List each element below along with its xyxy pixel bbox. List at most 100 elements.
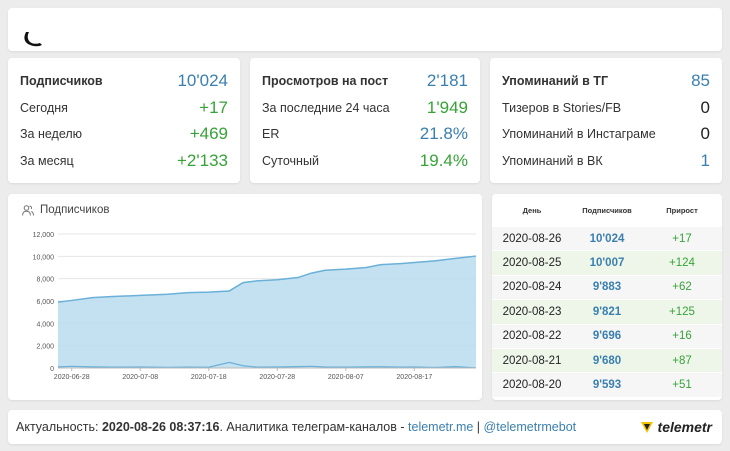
stat-label: За месяц (20, 153, 74, 168)
cell-subscribers: 9'593 (592, 379, 622, 392)
subscribers-area (58, 256, 476, 368)
stat-row: ER 21.8% (262, 121, 468, 148)
stat-label: Суточный (262, 153, 319, 168)
cell-subscribers: 9'680 (592, 354, 622, 367)
stat-label: Просмотров на пост (262, 74, 389, 89)
telemetr-logo-text: telemetr (657, 419, 712, 435)
subscribers-line (57, 255, 477, 303)
users-icon (22, 204, 34, 216)
stat-label: Тизеров в Stories/FB (502, 100, 622, 115)
stat-value: 0 (700, 124, 710, 144)
stat-label: Упоминаний в Инстаграме (502, 127, 656, 142)
stat-value: 21.8% (419, 124, 468, 144)
table-header: День Подписчиков Прирост (492, 194, 722, 226)
stat-label: Упоминаний в ТГ (502, 74, 609, 89)
subscribers-chart: 0 2,000 4,000 6,000 8,000 10,000 12,000 2020-06… (33, 232, 477, 381)
stat-row: Тизеров в Stories/FB 0 (502, 95, 710, 122)
subscribers-chart-card: Подписчиков 0 2,000 4,000 6,000 8,000 10,000 1… (8, 194, 482, 400)
table-row: 2020-08-26 10'024 +17 (492, 226, 722, 251)
stat-label: Подписчиков (20, 74, 103, 89)
stat-value: 10'024 (177, 71, 228, 91)
channel-header (8, 8, 722, 51)
daily-stats-table: День Подписчиков Прирост 2020-08-26 10'0… (492, 194, 722, 400)
telemetr-logo-icon (640, 422, 653, 433)
footer-middle: . Аналитика телеграм-каналов - (219, 420, 405, 434)
cell-subscribers: 9'883 (592, 281, 622, 294)
cell-growth: +51 (672, 379, 692, 392)
cell-subscribers: 10'024 (589, 232, 625, 245)
cell-growth: +124 (669, 257, 695, 270)
cell-growth: +16 (672, 330, 692, 343)
cell-day: 2020-08-26 (502, 232, 562, 245)
header-day: День (522, 205, 542, 215)
cell-day: 2020-08-20 (502, 379, 562, 392)
stat-row: Упоминаний в Инстаграме 0 (502, 121, 710, 148)
stat-value: 19.4% (419, 150, 468, 170)
stat-row: За неделю +469 (20, 121, 228, 148)
footer-bar: Актуальность: 2020-08-26 08:37:16. Анали… (8, 410, 722, 444)
cell-subscribers: 10'007 (589, 257, 625, 270)
cell-subscribers: 9'696 (592, 330, 622, 343)
cell-day: 2020-08-25 (502, 257, 562, 270)
views-stats-card: Просмотров на пост 2'181 За последние 24… (250, 58, 480, 183)
x-tick-label: 2020-07-28 (259, 374, 295, 381)
stat-row: Упоминаний в ТГ 85 (502, 68, 710, 95)
table-row: 2020-08-21 9'680 +87 (492, 347, 722, 373)
x-tick-label: 2020-08-07 (328, 374, 364, 381)
chart-title: Подписчиков (22, 204, 109, 216)
stat-value: +2'133 (177, 150, 228, 170)
cell-growth: +62 (672, 281, 692, 294)
cell-day: 2020-08-21 (502, 354, 562, 367)
stat-row: За месяц +2'133 (20, 148, 228, 175)
table-row: 2020-08-23 9'821 +125 (492, 299, 722, 324)
x-tick-label: 2020-07-08 (122, 374, 158, 381)
cell-subscribers: 9'821 (592, 305, 622, 318)
cell-growth: +87 (672, 354, 692, 367)
stat-value: +17 (199, 97, 228, 117)
stat-label: За последние 24 часа (262, 100, 390, 115)
stat-value: +469 (189, 124, 228, 144)
stat-label: Сегодня (20, 100, 68, 115)
telemetr-link[interactable]: telemetr.me (408, 420, 474, 434)
x-tick-label: 2020-06-28 (54, 374, 90, 381)
table-body: 2020-08-26 10'024 +17 2020-08-25 10'007 … (492, 226, 722, 397)
cell-day: 2020-08-24 (502, 281, 562, 294)
table-row: 2020-08-24 9'883 +62 (492, 274, 722, 300)
telemetr-bot-link[interactable]: @telemetrmebot (483, 420, 577, 434)
telemetr-logo[interactable]: telemetr (640, 419, 712, 435)
stat-row: Сегодня +17 (20, 95, 228, 122)
stat-label: ER (262, 127, 280, 142)
stat-label: За неделю (20, 127, 83, 142)
y-tick-label: 10,000 (33, 254, 55, 261)
cell-growth: +17 (672, 232, 692, 245)
footer-timestamp: 2020-08-26 08:37:16 (101, 420, 220, 434)
header-growth: Прирост (666, 205, 698, 215)
stat-value: 0 (700, 97, 710, 117)
y-tick-label: 0 (50, 366, 54, 373)
y-tick-label: 2,000 (36, 344, 54, 351)
cell-day: 2020-08-23 (502, 305, 562, 318)
stat-value: 85 (691, 71, 710, 91)
x-tick-label: 2020-07-18 (191, 374, 227, 381)
stat-value: 2'181 (426, 71, 468, 91)
table-row: 2020-08-20 9'593 +51 (492, 372, 722, 397)
stat-row: Упоминаний в ВК 1 (502, 148, 710, 175)
growth-line (57, 361, 477, 369)
header-subscribers: Подписчиков (582, 205, 632, 215)
x-tick-label: 2020-08-17 (396, 374, 432, 381)
y-tick-label: 12,000 (33, 232, 55, 239)
footer-separator: | (473, 420, 484, 434)
footer-prefix: Актуальность: (16, 420, 99, 434)
stat-row: За последние 24 часа 1'949 (262, 95, 468, 122)
mentions-stats-card: Упоминаний в ТГ 85 Тизеров в Stories/FB … (490, 58, 722, 183)
stat-value: 1'949 (426, 97, 468, 117)
stat-value: 1 (700, 150, 710, 170)
channel-avatar-icon (24, 32, 42, 47)
chart-title-text: Подписчиков (40, 204, 110, 216)
stat-row: Суточный 19.4% (262, 148, 468, 175)
subscribers-stats-card: Подписчиков 10'024 Сегодня +17 За неделю… (8, 58, 240, 183)
cell-day: 2020-08-22 (502, 330, 562, 343)
y-tick-label: 8,000 (36, 277, 54, 284)
table-row: 2020-08-25 10'007 +124 (492, 250, 722, 275)
stat-row: Подписчиков 10'024 (20, 68, 228, 95)
